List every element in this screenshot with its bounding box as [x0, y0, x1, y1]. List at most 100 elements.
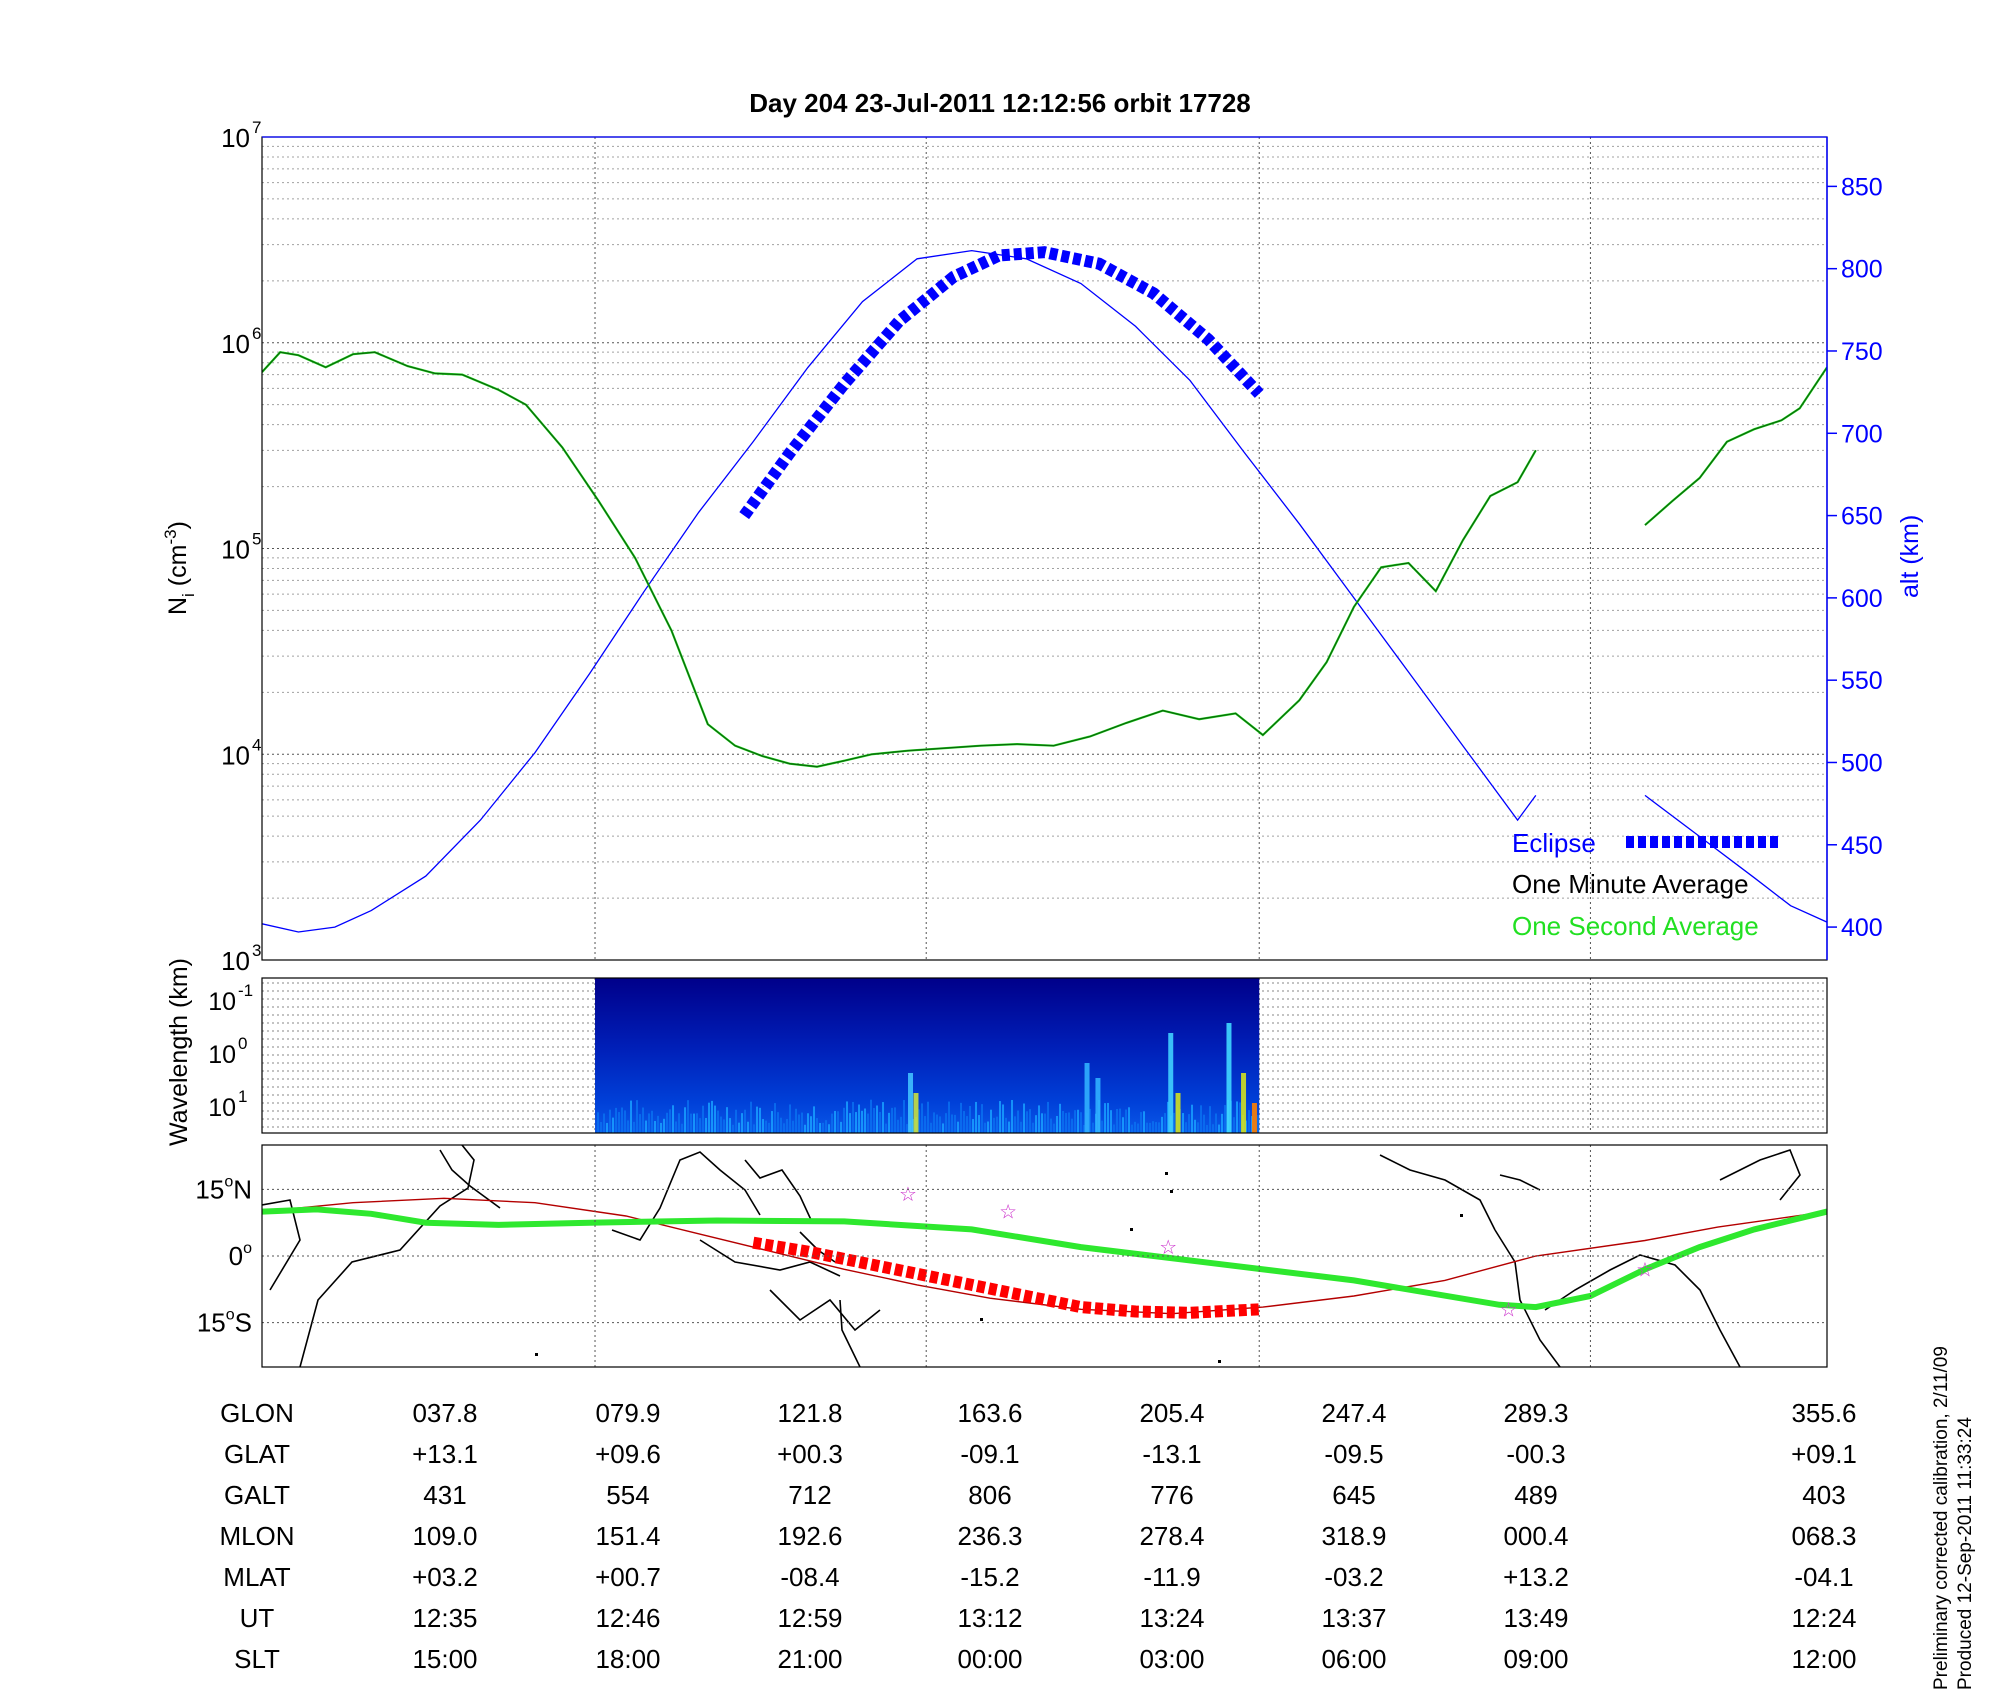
spectrogram-streak — [972, 1119, 975, 1133]
table-cell: 403 — [1802, 1480, 1845, 1510]
spectrogram-streak — [1212, 1124, 1215, 1133]
spectrogram-streak — [1029, 1109, 1032, 1133]
table-row-label: MLON — [219, 1521, 294, 1551]
spectrogram-streak — [717, 1110, 720, 1133]
map-frame — [261, 1144, 1828, 1368]
spectrogram-streak — [1140, 1112, 1143, 1133]
island — [1170, 1190, 1173, 1193]
table-cell: 15:00 — [412, 1644, 477, 1674]
spectrogram-hot-band — [1168, 1033, 1174, 1133]
spectrogram-streak — [843, 1107, 846, 1133]
spectrogram-streak — [657, 1115, 660, 1133]
island — [1130, 1228, 1133, 1231]
y-tick-exponent: 3 — [252, 941, 261, 960]
spectrogram-streak — [1155, 1122, 1158, 1133]
spectrogram-streak — [1107, 1102, 1110, 1133]
produced-timestamp: Produced 12-Sep-2011 11:33:24 — [1955, 1417, 1976, 1690]
spectrogram-streak — [813, 1106, 816, 1133]
spectrogram-streak — [1092, 1122, 1095, 1133]
spectrogram-y-tick-label: 10 — [208, 988, 236, 1016]
eclipse-marker-line — [739, 246, 1264, 520]
y-tick-label: 10 — [221, 123, 250, 153]
table-cell: 068.3 — [1791, 1521, 1856, 1551]
spectrogram-streak — [825, 1120, 828, 1133]
spectrogram-streak — [693, 1113, 696, 1133]
spectrogram-streak — [948, 1101, 951, 1133]
table-cell: +00.7 — [595, 1562, 661, 1592]
y-tick-label: 10 — [221, 946, 250, 976]
spectrogram-streak — [999, 1101, 1002, 1133]
coastline — [769, 1289, 881, 1332]
spectrogram-streak — [894, 1107, 897, 1133]
spectrogram-streak — [801, 1112, 804, 1133]
spectrogram-streak — [606, 1122, 609, 1133]
spectrogram-streak — [1248, 1110, 1251, 1133]
event-star-marker: ☆ — [1500, 1297, 1518, 1321]
spectrogram-streak — [627, 1120, 630, 1133]
spectrogram-streak — [1236, 1101, 1239, 1133]
spectrogram-streak — [648, 1113, 651, 1133]
table-cell: 109.0 — [412, 1521, 477, 1551]
spectrogram-streak — [1020, 1121, 1023, 1133]
spectrogram-streak — [1194, 1119, 1197, 1133]
y2-tick-label: 550 — [1841, 667, 1883, 695]
spectrogram-streak — [660, 1122, 663, 1133]
table-cell: -00.3 — [1506, 1439, 1565, 1469]
spectrogram-streak — [1038, 1105, 1041, 1133]
spectrogram-streak — [1047, 1101, 1050, 1133]
spectrogram-streak — [630, 1100, 633, 1133]
table-cell: 12:35 — [412, 1603, 477, 1633]
one-minute-average-line-after-gap — [1644, 366, 1827, 526]
spectrogram-streak — [1152, 1121, 1155, 1133]
spectrogram-streak — [783, 1123, 786, 1133]
spectrogram-streak — [741, 1113, 744, 1133]
altitude-line-after-gap — [1644, 794, 1827, 923]
coastline — [1494, 1229, 1561, 1367]
table-cell: 318.9 — [1321, 1521, 1386, 1551]
table-cell: 06:00 — [1321, 1644, 1386, 1674]
spectrogram-frame — [261, 977, 1828, 1134]
spectrogram-streak — [1056, 1115, 1059, 1133]
spectrogram-streak — [828, 1124, 831, 1133]
spectrogram-streak — [792, 1120, 795, 1133]
spectrogram-streak — [834, 1110, 837, 1133]
spectrogram-streak — [930, 1122, 933, 1133]
spectrogram-streak — [933, 1112, 936, 1133]
spectrogram-streak — [882, 1102, 885, 1133]
spectrogram-streak — [861, 1110, 864, 1133]
legend-eclipse-label: Eclipse — [1512, 828, 1596, 858]
table-row-label: MLAT — [223, 1562, 291, 1592]
spectrogram-streak — [996, 1116, 999, 1133]
table-cell: 645 — [1332, 1480, 1375, 1510]
spectrogram-streak — [852, 1101, 855, 1133]
event-star-marker: ☆ — [1636, 1257, 1654, 1281]
event-star-marker: ☆ — [899, 1182, 917, 1206]
table-cell: 121.8 — [777, 1398, 842, 1428]
spectrogram-streak — [1185, 1122, 1188, 1133]
spectrogram-streak — [963, 1111, 966, 1133]
table-cell: 431 — [423, 1480, 466, 1510]
spectrogram-streak — [978, 1115, 981, 1133]
spectrogram-streak — [867, 1113, 870, 1133]
spectrogram-streak — [1110, 1110, 1113, 1133]
spectrogram-streak — [771, 1111, 774, 1133]
coastline — [1719, 1149, 1801, 1201]
spectrogram-streak — [858, 1104, 861, 1133]
table-cell: 21:00 — [777, 1644, 842, 1674]
y2-tick-label: 450 — [1841, 832, 1883, 860]
spectrogram-streak — [891, 1107, 894, 1133]
ground-track-map-panel: ☆ ☆ ☆ ☆ ☆ 15oN 0o 15oS — [195, 1144, 1828, 1368]
spectrogram-streak — [1143, 1111, 1146, 1133]
table-cell: 079.9 — [595, 1398, 660, 1428]
spectrogram-streak — [1068, 1112, 1071, 1133]
spectrogram-streak — [1023, 1103, 1026, 1133]
spectrogram-streak — [711, 1100, 714, 1133]
spectrogram-streak — [633, 1121, 636, 1133]
coastline — [1379, 1154, 1496, 1231]
spectrogram-streak — [1041, 1113, 1044, 1133]
spectrogram-streak — [774, 1103, 777, 1133]
spectrogram-streak — [618, 1112, 621, 1133]
table-cell: 278.4 — [1139, 1521, 1204, 1551]
coastline — [611, 1151, 761, 1241]
spectrogram-streak — [789, 1104, 792, 1133]
